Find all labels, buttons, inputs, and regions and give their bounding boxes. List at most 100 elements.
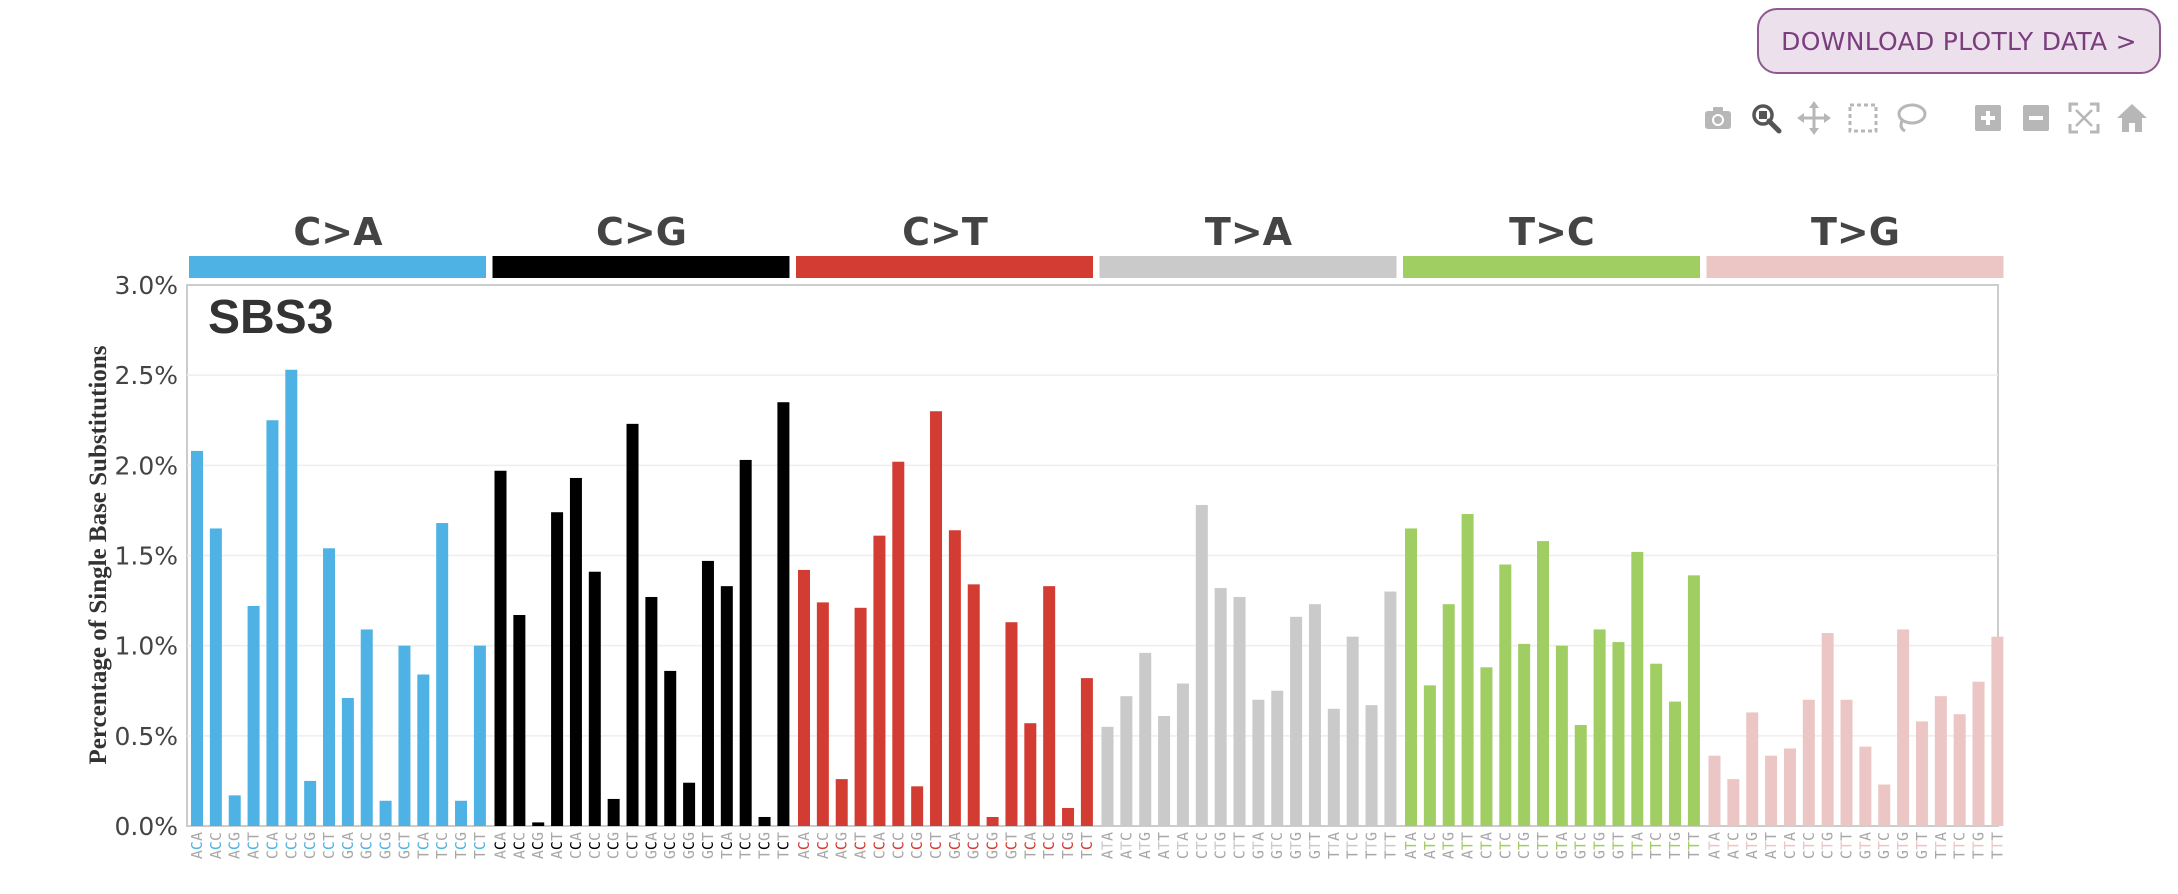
bar-t-to-g-TTT[interactable] — [1991, 636, 2004, 826]
bar-c-to-t-TCC[interactable] — [1043, 586, 1056, 826]
bar-c-to-t-TCA[interactable] — [1024, 723, 1037, 826]
bar-t-to-g-ATG[interactable] — [1746, 712, 1759, 826]
bar-c-to-g-GCG[interactable] — [683, 782, 696, 826]
zoom-in-icon[interactable] — [1970, 100, 2006, 136]
bar-c-to-g-GCT[interactable] — [701, 560, 714, 826]
autoscale-icon[interactable] — [2066, 100, 2102, 136]
bar-c-to-a-GCA[interactable] — [341, 697, 354, 826]
bar-t-to-c-CTA[interactable] — [1480, 667, 1493, 826]
bar-t-to-a-TTC[interactable] — [1346, 636, 1359, 826]
bar-c-to-t-CCG[interactable] — [911, 786, 924, 826]
bar-c-to-g-ACT[interactable] — [551, 512, 564, 826]
bar-c-to-g-TCA[interactable] — [720, 586, 733, 826]
bar-t-to-c-ATT[interactable] — [1461, 514, 1474, 826]
bar-c-to-t-GCA[interactable] — [948, 530, 961, 826]
bar-c-to-a-TCA[interactable] — [417, 674, 430, 826]
bar-c-to-a-GCC[interactable] — [360, 629, 373, 826]
bar-c-to-t-CCT[interactable] — [930, 411, 943, 826]
bar-c-to-a-CCC[interactable] — [285, 369, 298, 826]
bar-t-to-g-CTC[interactable] — [1802, 699, 1815, 826]
bar-c-to-t-CCA[interactable] — [873, 535, 886, 826]
bar-t-to-a-TTT[interactable] — [1384, 591, 1397, 826]
bar-t-to-a-CTC[interactable] — [1195, 505, 1208, 826]
bar-c-to-g-TCG[interactable] — [758, 816, 771, 826]
bar-t-to-a-GTC[interactable] — [1271, 690, 1284, 826]
bar-c-to-g-CCG[interactable] — [607, 798, 620, 826]
bar-t-to-a-ATC[interactable] — [1120, 696, 1133, 826]
bar-c-to-g-TCT[interactable] — [777, 402, 790, 826]
bar-c-to-t-CCC[interactable] — [892, 461, 905, 826]
home-icon[interactable] — [2114, 100, 2150, 136]
bar-t-to-g-ATA[interactable] — [1708, 755, 1721, 826]
bar-t-to-a-TTA[interactable] — [1327, 708, 1340, 826]
bar-c-to-a-ACC[interactable] — [209, 528, 222, 826]
bar-t-to-c-TTT[interactable] — [1687, 575, 1700, 826]
bar-t-to-c-ATG[interactable] — [1442, 604, 1455, 826]
bar-t-to-g-CTT[interactable] — [1840, 699, 1853, 826]
bar-t-to-c-TTG[interactable] — [1669, 701, 1682, 826]
bar-c-to-a-GCT[interactable] — [398, 645, 411, 826]
bar-t-to-c-GTA[interactable] — [1555, 645, 1568, 826]
bar-c-to-t-GCC[interactable] — [967, 584, 980, 826]
bar-c-to-a-ACG[interactable] — [228, 795, 241, 826]
bar-t-to-c-TTC[interactable] — [1650, 663, 1663, 826]
bar-t-to-c-GTT[interactable] — [1612, 642, 1625, 826]
bar-t-to-g-GTT[interactable] — [1915, 721, 1928, 826]
bar-t-to-a-CTG[interactable] — [1214, 587, 1227, 826]
lasso-icon[interactable] — [1893, 100, 1929, 136]
bar-t-to-g-GTA[interactable] — [1859, 746, 1872, 826]
bar-c-to-t-GCG[interactable] — [986, 816, 999, 826]
bar-t-to-g-TTA[interactable] — [1934, 696, 1947, 826]
bar-t-to-c-GTC[interactable] — [1574, 725, 1587, 826]
bar-t-to-c-CTC[interactable] — [1499, 564, 1512, 826]
bar-t-to-c-ATC[interactable] — [1423, 685, 1436, 826]
bar-t-to-c-CTT[interactable] — [1537, 541, 1550, 826]
bar-c-to-a-CCG[interactable] — [304, 780, 317, 826]
bar-c-to-a-CCT[interactable] — [323, 548, 336, 826]
download-plotly-data-button[interactable]: DOWNLOAD PLOTLY DATA > — [1757, 8, 2161, 74]
bar-t-to-g-TTG[interactable] — [1972, 681, 1985, 826]
bar-c-to-a-GCG[interactable] — [379, 800, 392, 826]
bar-t-to-a-TTG[interactable] — [1365, 705, 1378, 826]
bar-c-to-a-TCT[interactable] — [473, 645, 486, 826]
bar-c-to-t-ACC[interactable] — [816, 602, 829, 826]
bar-c-to-t-GCT[interactable] — [1005, 622, 1018, 826]
bar-t-to-a-CTT[interactable] — [1233, 596, 1246, 826]
bar-c-to-t-TCG[interactable] — [1062, 807, 1075, 826]
bar-c-to-g-CCA[interactable] — [569, 477, 582, 826]
bar-t-to-g-GTC[interactable] — [1878, 784, 1891, 826]
bar-t-to-g-GTG[interactable] — [1897, 629, 1910, 826]
bar-t-to-a-ATA[interactable] — [1101, 726, 1114, 826]
bar-c-to-g-CCC[interactable] — [588, 571, 601, 826]
bar-t-to-c-CTG[interactable] — [1518, 643, 1531, 826]
bar-c-to-g-ACA[interactable] — [494, 470, 507, 826]
pan-icon[interactable] — [1796, 100, 1832, 136]
bar-c-to-g-GCC[interactable] — [664, 670, 677, 826]
bar-t-to-c-TTA[interactable] — [1631, 551, 1644, 826]
bar-t-to-a-CTA[interactable] — [1176, 683, 1189, 826]
bar-c-to-g-TCC[interactable] — [739, 459, 752, 826]
bar-c-to-g-ACG[interactable] — [532, 822, 545, 826]
zoom-icon[interactable] — [1748, 100, 1784, 136]
bar-c-to-a-TCG[interactable] — [455, 800, 468, 826]
bar-c-to-t-ACG[interactable] — [835, 779, 848, 826]
bar-t-to-g-ATT[interactable] — [1765, 755, 1778, 826]
bar-c-to-t-ACT[interactable] — [854, 607, 867, 826]
camera-icon[interactable] — [1700, 100, 1736, 136]
bar-t-to-g-CTG[interactable] — [1821, 633, 1834, 826]
bar-c-to-t-TCT[interactable] — [1080, 678, 1093, 826]
bar-t-to-g-CTA[interactable] — [1783, 748, 1796, 826]
bar-t-to-a-GTG[interactable] — [1290, 616, 1303, 826]
bar-c-to-g-ACC[interactable] — [513, 615, 526, 826]
bar-c-to-a-ACT[interactable] — [247, 605, 260, 826]
bar-t-to-a-GTA[interactable] — [1252, 699, 1265, 826]
bar-t-to-g-TTC[interactable] — [1953, 714, 1966, 826]
bar-t-to-a-ATT[interactable] — [1158, 715, 1171, 826]
bar-c-to-a-TCC[interactable] — [436, 523, 449, 826]
zoom-out-icon[interactable] — [2018, 100, 2054, 136]
bar-t-to-c-ATA[interactable] — [1405, 528, 1417, 826]
bar-c-to-a-ACA[interactable] — [191, 450, 203, 826]
box-select-icon[interactable] — [1845, 100, 1881, 136]
bar-t-to-c-GTG[interactable] — [1593, 629, 1606, 826]
bar-c-to-t-ACA[interactable] — [798, 569, 810, 826]
